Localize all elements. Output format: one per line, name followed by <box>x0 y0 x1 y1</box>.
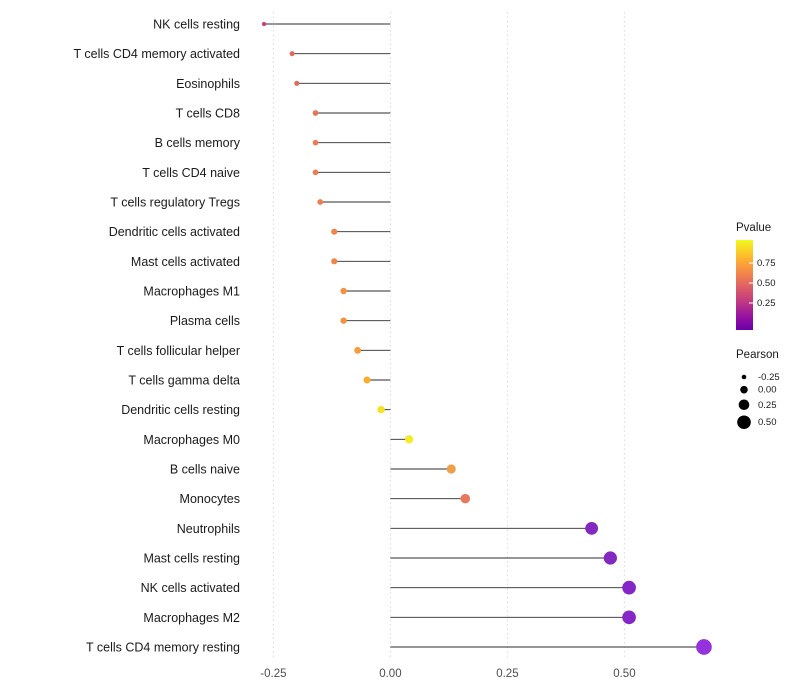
pvalue-tick-label: 0.75 <box>757 258 776 269</box>
lollipop-dot <box>622 610 636 625</box>
y-axis-label: NK cells resting <box>153 18 240 32</box>
y-axis-label: T cells CD8 <box>176 107 240 121</box>
pvalue-tick-label: 0.50 <box>757 278 776 289</box>
lollipop-dot <box>289 51 295 57</box>
lollipop-dot <box>354 346 362 354</box>
y-axis-label: Eosinophils <box>176 77 240 91</box>
pearson-legend-dot <box>741 374 747 380</box>
y-axis-label: B cells naive <box>170 463 240 477</box>
y-axis-label: Macrophages M1 <box>143 285 240 299</box>
lollipop-dot <box>446 464 456 474</box>
y-axis-label: T cells CD4 naive <box>142 166 240 180</box>
y-axis-label: NK cells activated <box>141 581 240 595</box>
y-axis-label: T cells gamma delta <box>128 374 240 388</box>
lollipop-dot <box>331 228 338 235</box>
lollipop-dot <box>603 551 617 565</box>
lollipop-dot <box>312 139 319 146</box>
pearson-legend-dot <box>737 415 751 430</box>
y-axis-label: T cells regulatory Tregs <box>110 196 240 210</box>
lollipop-dot <box>331 258 338 265</box>
pvalue-tick-label: 0.25 <box>757 298 776 309</box>
y-axis-label: T cells CD4 memory activated <box>74 47 241 61</box>
x-tick-label: -0.25 <box>260 668 286 680</box>
pearson-legend-dot <box>740 385 748 394</box>
x-tick-label: 0.25 <box>496 668 518 680</box>
lollipop-dot <box>312 169 319 176</box>
pvalue-gradient-bar <box>736 240 753 330</box>
y-axis-label: Mast cells activated <box>131 255 240 269</box>
y-axis-label: Neutrophils <box>177 522 240 536</box>
y-axis-label: Monocytes <box>180 492 240 506</box>
lollipop-dot <box>460 493 471 504</box>
pearson-legend-label: -0.25 <box>758 372 780 383</box>
y-axis-label: Dendritic cells activated <box>109 225 240 239</box>
y-axis-label: T cells follicular helper <box>117 344 240 358</box>
y-axis-label: Macrophages M0 <box>143 433 240 447</box>
x-tick-label: 0.00 <box>379 668 401 680</box>
pearson-legend-label: 0.00 <box>758 385 777 396</box>
y-axis-label: Mast cells resting <box>143 552 240 566</box>
lollipop-dot <box>377 405 385 414</box>
y-axis-label: T cells CD4 memory resting <box>86 641 240 655</box>
y-axis-label: Dendritic cells resting <box>121 403 240 417</box>
pearson-legend-dot <box>738 399 750 411</box>
pearson-legend-label: 0.25 <box>758 400 777 411</box>
pearson-legend-title: Pearson <box>736 349 779 361</box>
lollipop-dot <box>622 580 636 595</box>
y-axis-label: Plasma cells <box>170 314 240 328</box>
lollipop-dot <box>405 435 414 444</box>
lollipop-dot <box>585 521 599 535</box>
lollipop-dot <box>363 376 371 384</box>
lollipop-dot <box>312 110 319 116</box>
lollipop-dot <box>261 21 267 27</box>
lollipop-dot <box>294 80 300 86</box>
y-axis-label: B cells memory <box>155 136 241 150</box>
x-tick-label: 0.50 <box>613 668 635 680</box>
lollipop-dot <box>696 639 712 655</box>
pvalue-legend-title: Pvalue <box>736 222 771 234</box>
y-axis-label: Macrophages M2 <box>143 611 240 625</box>
lollipop-dot <box>340 317 347 324</box>
pearson-legend-label: 0.50 <box>758 417 777 428</box>
lollipop-dot <box>317 199 324 205</box>
lollipop-dot <box>340 287 347 295</box>
